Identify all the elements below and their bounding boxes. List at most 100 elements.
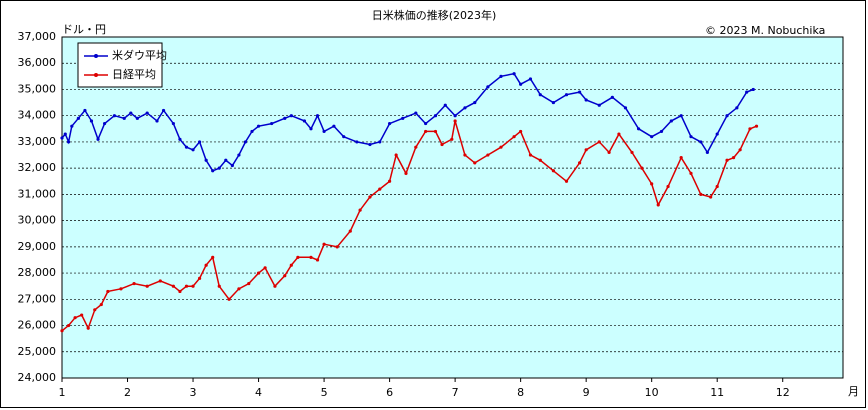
- point: [332, 124, 336, 128]
- point: [99, 302, 103, 307]
- point: [184, 284, 189, 288]
- point: [96, 137, 100, 141]
- point: [335, 245, 339, 249]
- point: [309, 255, 313, 259]
- point: [453, 114, 457, 118]
- point: [224, 158, 228, 162]
- point: [414, 145, 418, 149]
- point: [93, 308, 97, 312]
- point: [289, 263, 293, 267]
- point: [256, 271, 261, 275]
- point: [227, 297, 231, 301]
- point: [699, 192, 703, 196]
- point: [60, 329, 64, 333]
- point: [191, 284, 195, 288]
- point: [394, 153, 398, 157]
- y-tick-label: 24,000: [18, 371, 57, 384]
- y-tick-label: 28,000: [18, 266, 57, 279]
- point: [70, 124, 74, 128]
- y-tick-label: 29,000: [18, 240, 57, 253]
- point: [450, 137, 454, 141]
- point: [171, 284, 175, 288]
- point: [715, 184, 719, 189]
- x-tick-label: 4: [255, 386, 262, 399]
- point: [73, 316, 77, 320]
- point: [135, 116, 139, 120]
- point: [630, 150, 634, 155]
- y-tick-label: 26,000: [18, 319, 57, 332]
- x-tick-label: 10: [645, 386, 659, 399]
- point: [217, 284, 221, 288]
- y-tick-label: 33,000: [18, 135, 57, 148]
- point: [731, 156, 736, 160]
- point: [735, 106, 739, 110]
- point: [473, 161, 477, 165]
- point: [388, 179, 392, 183]
- point: [551, 169, 556, 173]
- point: [119, 287, 123, 291]
- legend-marker: [94, 73, 98, 77]
- point: [499, 145, 503, 149]
- point: [636, 127, 641, 131]
- point: [689, 171, 693, 175]
- point: [499, 74, 503, 78]
- point: [197, 140, 202, 144]
- point: [738, 148, 742, 152]
- point: [443, 103, 447, 107]
- point: [414, 111, 418, 115]
- point: [388, 121, 392, 126]
- point: [607, 150, 611, 155]
- point: [564, 179, 569, 183]
- point: [424, 129, 428, 134]
- point: [243, 140, 248, 144]
- point: [197, 276, 202, 280]
- point: [404, 171, 408, 175]
- point: [112, 114, 117, 118]
- point: [283, 116, 287, 120]
- point: [211, 255, 215, 259]
- point: [453, 119, 457, 123]
- point: [145, 111, 149, 115]
- copyright: © 2023 M. Nobuchika: [705, 24, 825, 37]
- point: [528, 77, 533, 81]
- point: [623, 106, 628, 110]
- point: [211, 169, 215, 173]
- point: [178, 137, 182, 141]
- point: [145, 284, 149, 288]
- y-tick-label: 32,000: [18, 161, 57, 174]
- point: [368, 142, 372, 147]
- point: [538, 93, 542, 97]
- point: [754, 124, 759, 128]
- point: [60, 136, 64, 140]
- point: [283, 274, 287, 278]
- point: [650, 135, 654, 139]
- point: [424, 121, 428, 126]
- point: [699, 140, 703, 144]
- point: [433, 129, 438, 134]
- point: [725, 114, 729, 118]
- point: [237, 153, 241, 157]
- point: [748, 127, 752, 131]
- point: [204, 158, 208, 162]
- point: [715, 132, 719, 136]
- point: [273, 284, 277, 288]
- point: [584, 148, 588, 152]
- point: [378, 140, 382, 144]
- point: [191, 148, 195, 152]
- point: [76, 116, 80, 120]
- point: [302, 119, 307, 123]
- point: [132, 281, 136, 286]
- point: [679, 156, 683, 160]
- y-tick-label: 25,000: [18, 345, 57, 358]
- point: [355, 140, 359, 144]
- x-axis-label: 月: [848, 385, 859, 398]
- point: [155, 119, 159, 123]
- y-tick-label: 34,000: [18, 109, 57, 122]
- point: [689, 135, 693, 139]
- point: [666, 184, 670, 189]
- point: [486, 153, 490, 157]
- point: [315, 258, 320, 262]
- x-tick-label: 9: [583, 386, 590, 399]
